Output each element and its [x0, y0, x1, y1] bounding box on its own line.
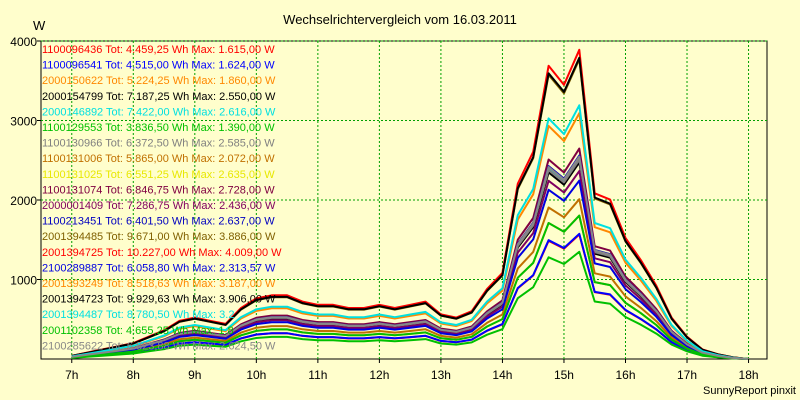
- series-line-2001394723: [71, 56, 749, 360]
- legend-entry: 1100131025 Tot: 6.551,25 Wh Max: 2.635,0…: [42, 169, 275, 181]
- legend-entry: 1100096436 Tot: 4.459,25 Wh Max: 1.615,0…: [42, 44, 275, 56]
- legend-entry: 2001394487 Tot: 8.780,50 Wh Max: 3.2: [42, 309, 234, 321]
- legend: 1100096436 Tot: 4.459,25 Wh Max: 1.615,0…: [42, 44, 282, 352]
- x-tick-label: 10h: [246, 368, 266, 382]
- x-tick-label: 16h: [615, 368, 635, 382]
- x-tick-label: 17h: [677, 368, 697, 382]
- series-line-2100285622: [71, 155, 749, 360]
- legend-entry: 2100289887 Tot: 6.058,80 Wh Max: 2.313,5…: [42, 262, 276, 274]
- series-line-1100129553: [71, 250, 749, 360]
- legend-entry: 1100096541 Tot: 4.515,00 Wh Max: 1.624,0…: [42, 60, 275, 72]
- chart-title: Wechselrichtervergleich vom 16.03.2011: [283, 12, 517, 27]
- series-line-1100131006: [71, 198, 749, 360]
- y-tick-label: 4000: [10, 35, 37, 49]
- series-line-2000001409: [71, 170, 749, 360]
- legend-entry: 2000154799 Tot: 7.187,25 Wh Max: 2.550,0…: [42, 91, 276, 103]
- series-line-2001102358: [71, 214, 749, 360]
- legend-entry: 1100213451 Tot: 6.401,50 Wh Max: 2.637,0…: [42, 216, 275, 228]
- x-tick-label: 14h: [492, 368, 512, 382]
- x-tick-label: 13h: [431, 368, 451, 382]
- tick-layer: 1000 2000 3000 4000 7h 8h 9h 10h 11h 12h 13h 14h 15h…: [10, 35, 758, 382]
- series-line-2001393249: [71, 112, 749, 360]
- x-tick-label: 15h: [554, 368, 574, 382]
- legend-entry: 2001393249 Tot: 8.518,63 Wh Max: 3.187,0…: [42, 278, 276, 290]
- legend-entry: 1100129553 Tot: 3.836,50 Wh Max: 1.390,0…: [42, 122, 275, 134]
- x-tick-label: 9h: [188, 368, 201, 382]
- x-tick-label: 18h: [739, 368, 759, 382]
- legend-entry: 2000150622 Tot: 5.224,25 Wh Max: 1.860,0…: [42, 75, 276, 87]
- series-line-2100289887: [71, 179, 749, 360]
- x-tick-label: 12h: [369, 368, 389, 382]
- legend-entry: 2001102358 Tot: 4.655,25 Wh Max: 1.8: [42, 325, 234, 337]
- series-line-1100096541: [71, 232, 749, 360]
- legend-entry: 2001394725 Tot: 10.227,00 Wh Max: 4.009,…: [42, 247, 282, 259]
- series-line-2001394487: [71, 104, 749, 360]
- legend-entry: 2000001409 Tot: 7.286,75 Wh Max: 2.436,0…: [42, 200, 276, 212]
- x-tick-label: 7h: [65, 368, 78, 382]
- legend-entry: 2100285622 Tot: 6.823,88 Wh Max: 2.624,5…: [42, 340, 276, 352]
- x-tick-label: 11h: [308, 368, 327, 382]
- series-layer: [71, 48, 749, 360]
- legend-entry: 2001394485 Tot: 9.671,00 Wh Max: 3.886,0…: [42, 231, 276, 243]
- y-axis-unit: W: [33, 18, 46, 33]
- legend-entry: 1100130966 Tot: 6.372,50 Wh Max: 2.585,0…: [42, 138, 275, 150]
- y-tick-label: 2000: [10, 194, 37, 208]
- legend-entry: 1100131006 Tot: 5.865,00 Wh Max: 2.072,0…: [42, 153, 275, 165]
- x-tick-label: 8h: [127, 368, 140, 382]
- legend-entry: 2001394723 Tot: 9.929,63 Wh Max: 3.906,0…: [42, 294, 276, 306]
- y-tick-label: 3000: [10, 115, 37, 129]
- legend-entry: 2000146892 Tot: 7.422,00 Wh Max: 2.616,0…: [42, 106, 276, 118]
- legend-entry: 1100131074 Tot: 6.846,75 Wh Max: 2.728,0…: [42, 184, 275, 196]
- credit-text: SunnyReport pinxit: [703, 385, 796, 397]
- y-tick-label: 1000: [10, 274, 37, 288]
